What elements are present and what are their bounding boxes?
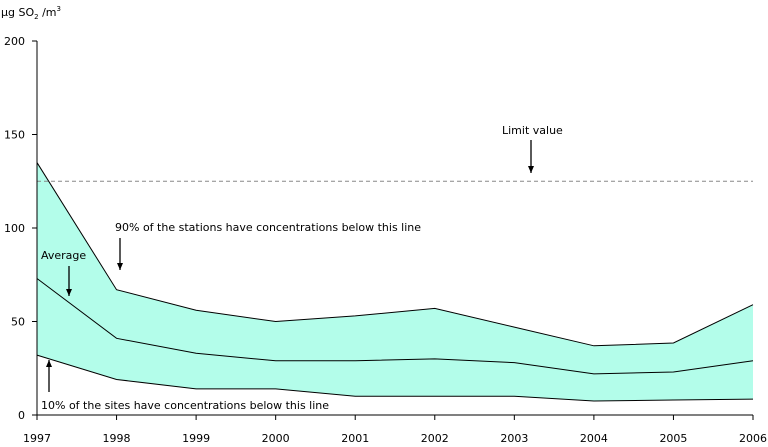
y-tick-label: 150: [4, 129, 25, 142]
x-tick-label: 2002: [421, 432, 449, 445]
average-label: Average: [41, 249, 86, 262]
x-tick-label: 2004: [580, 432, 608, 445]
x-tick-label: 2005: [659, 432, 687, 445]
p90-label: 90% of the stations have concentrations …: [115, 221, 421, 234]
p10-label: 10% of the sites have concentrations bel…: [41, 399, 329, 412]
y-axis-label: µg SO2 /m3: [1, 5, 61, 21]
y-tick-label: 50: [11, 316, 25, 329]
x-tick-label: 1997: [23, 432, 51, 445]
p90-arrow-head: [117, 263, 123, 270]
average-arrow-head: [66, 289, 72, 296]
series-line-p10: [36, 354, 754, 402]
x-tick-label: 1998: [103, 432, 131, 445]
percentile-band: [37, 162, 753, 401]
y-tick-label: 0: [18, 409, 25, 422]
series-line-p90: [36, 162, 754, 347]
x-tick-label: 2003: [500, 432, 528, 445]
limit-value-label: Limit value: [502, 124, 563, 137]
y-tick-label: 100: [4, 222, 25, 235]
x-tick-label: 1999: [182, 432, 210, 445]
series-line-average: [36, 278, 754, 375]
x-tick-label: 2006: [739, 432, 767, 445]
p10-arrow-head: [46, 360, 52, 367]
x-tick-label: 2000: [262, 432, 290, 445]
y-tick-label: 200: [4, 35, 25, 48]
limit-arrow-head: [528, 166, 534, 173]
x-tick-label: 2001: [341, 432, 369, 445]
